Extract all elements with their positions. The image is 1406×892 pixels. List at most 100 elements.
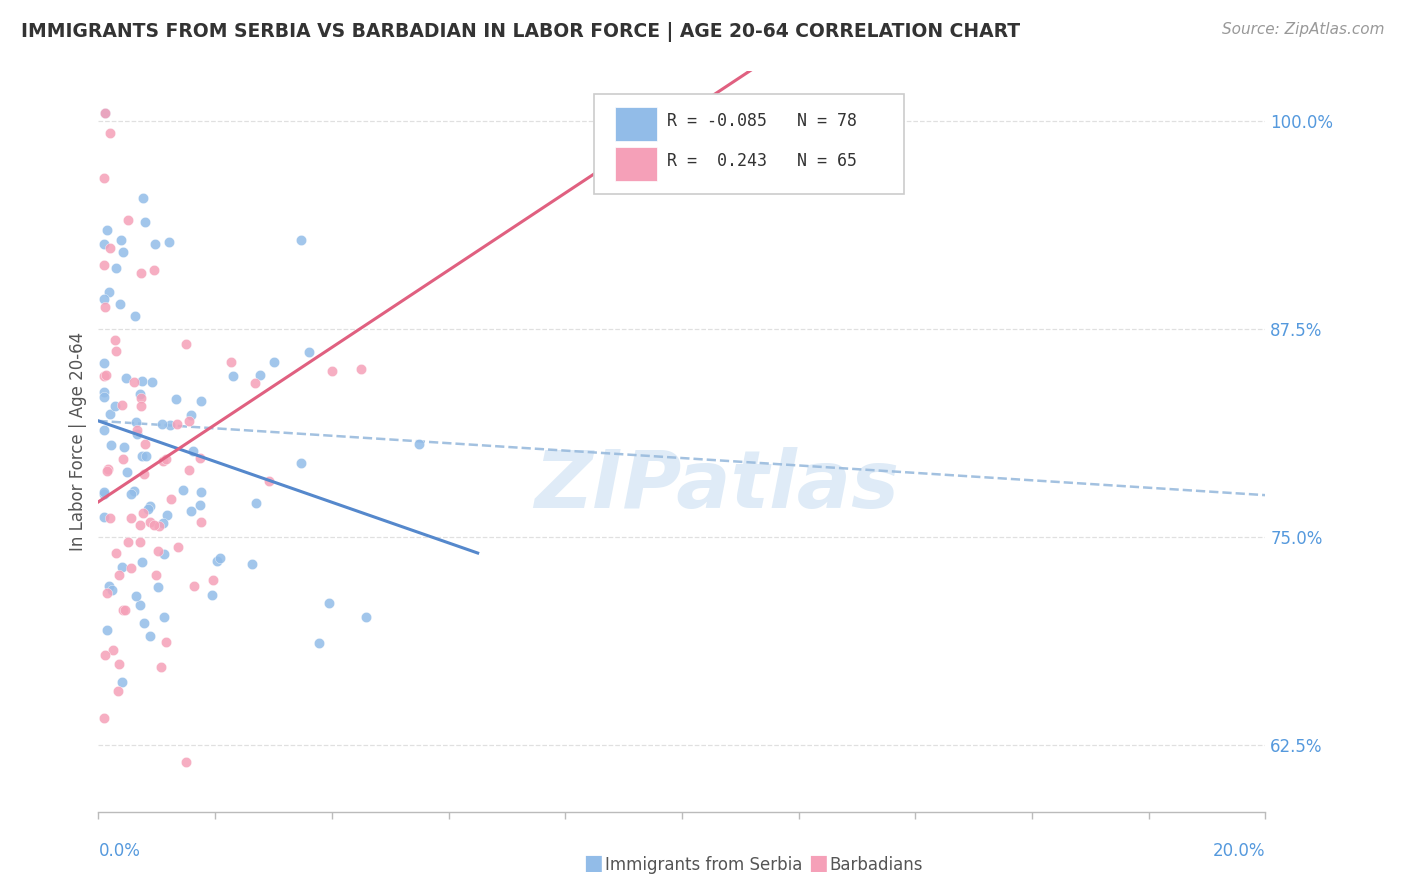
Point bbox=[93, 170, 115, 185]
Point bbox=[177, 414, 200, 428]
Point bbox=[101, 583, 124, 598]
Point bbox=[134, 437, 156, 451]
Point bbox=[93, 384, 115, 399]
Point bbox=[240, 558, 263, 572]
Point bbox=[100, 438, 122, 452]
Point bbox=[96, 623, 118, 637]
Point bbox=[108, 297, 131, 311]
Point bbox=[131, 450, 153, 464]
Point bbox=[209, 551, 232, 566]
Text: IMMIGRANTS FROM SERBIA VS BARBADIAN IN LABOR FORCE | AGE 20-64 CORRELATION CHART: IMMIGRANTS FROM SERBIA VS BARBADIAN IN L… bbox=[21, 22, 1021, 42]
Point bbox=[94, 106, 117, 120]
Point bbox=[152, 547, 174, 561]
Point bbox=[156, 508, 179, 522]
Point bbox=[136, 501, 159, 516]
Text: Immigrants from Serbia: Immigrants from Serbia bbox=[605, 856, 801, 874]
Point bbox=[117, 534, 139, 549]
Point bbox=[96, 223, 118, 237]
Point bbox=[152, 453, 174, 467]
Point bbox=[98, 242, 121, 256]
Text: Source: ZipAtlas.com: Source: ZipAtlas.com bbox=[1222, 22, 1385, 37]
Point bbox=[145, 568, 167, 582]
Point bbox=[115, 371, 138, 385]
Point bbox=[190, 451, 212, 466]
Point bbox=[129, 598, 152, 612]
Point bbox=[183, 579, 205, 593]
Point bbox=[93, 368, 115, 383]
Point bbox=[138, 515, 160, 529]
Point bbox=[190, 515, 212, 529]
Point bbox=[93, 423, 115, 437]
FancyBboxPatch shape bbox=[616, 107, 658, 141]
Point bbox=[93, 300, 115, 314]
Point bbox=[107, 657, 129, 672]
Point bbox=[131, 375, 153, 389]
Point bbox=[129, 534, 152, 549]
Point bbox=[100, 511, 122, 525]
Point bbox=[318, 596, 340, 610]
Point bbox=[134, 616, 156, 631]
Point bbox=[97, 462, 120, 476]
Point bbox=[131, 391, 153, 405]
Point bbox=[221, 354, 243, 368]
Point bbox=[125, 424, 148, 438]
Point bbox=[112, 451, 135, 466]
Point bbox=[139, 500, 162, 514]
Point bbox=[124, 309, 146, 323]
Point bbox=[308, 636, 330, 650]
Point bbox=[249, 368, 271, 382]
Text: 0.0%: 0.0% bbox=[98, 842, 141, 860]
Point bbox=[243, 376, 266, 391]
Point bbox=[172, 483, 194, 497]
Point bbox=[96, 368, 118, 383]
Point bbox=[114, 603, 136, 617]
Y-axis label: In Labor Force | Age 20-64: In Labor Force | Age 20-64 bbox=[69, 332, 87, 551]
Point bbox=[120, 487, 142, 501]
Point bbox=[94, 648, 117, 662]
Point bbox=[298, 344, 321, 359]
Point bbox=[120, 560, 142, 574]
Text: Barbadians: Barbadians bbox=[830, 856, 924, 874]
Point bbox=[93, 711, 115, 725]
Point bbox=[188, 499, 211, 513]
Text: ZIPatlas: ZIPatlas bbox=[534, 447, 900, 525]
Point bbox=[101, 643, 124, 657]
Point bbox=[190, 484, 212, 499]
Point bbox=[111, 398, 134, 412]
Point bbox=[167, 540, 190, 554]
Text: 20.0%: 20.0% bbox=[1213, 842, 1265, 860]
Point bbox=[93, 292, 115, 306]
Point bbox=[93, 485, 115, 500]
Point bbox=[111, 603, 134, 617]
Point bbox=[131, 266, 153, 280]
Point bbox=[98, 126, 121, 140]
Point bbox=[157, 235, 180, 250]
Point bbox=[104, 546, 127, 560]
Point bbox=[93, 258, 115, 272]
Point bbox=[354, 610, 377, 624]
Point bbox=[115, 466, 138, 480]
Point bbox=[139, 629, 162, 643]
Point bbox=[134, 215, 156, 229]
Point bbox=[96, 464, 118, 478]
Point bbox=[263, 354, 285, 368]
Point bbox=[205, 554, 228, 568]
Point bbox=[93, 237, 115, 252]
Point bbox=[97, 285, 120, 299]
Point bbox=[221, 368, 243, 383]
Point bbox=[120, 510, 142, 524]
Point bbox=[96, 586, 118, 600]
Point bbox=[160, 492, 183, 507]
Point bbox=[181, 444, 204, 458]
Point bbox=[135, 450, 157, 464]
Point bbox=[93, 509, 115, 524]
Point bbox=[108, 568, 131, 582]
Point bbox=[122, 483, 145, 498]
Point bbox=[190, 393, 212, 408]
Point bbox=[128, 387, 150, 401]
Point bbox=[111, 675, 134, 690]
Point bbox=[93, 487, 115, 501]
Point bbox=[166, 417, 188, 431]
Point bbox=[110, 233, 132, 247]
Point bbox=[105, 343, 128, 358]
